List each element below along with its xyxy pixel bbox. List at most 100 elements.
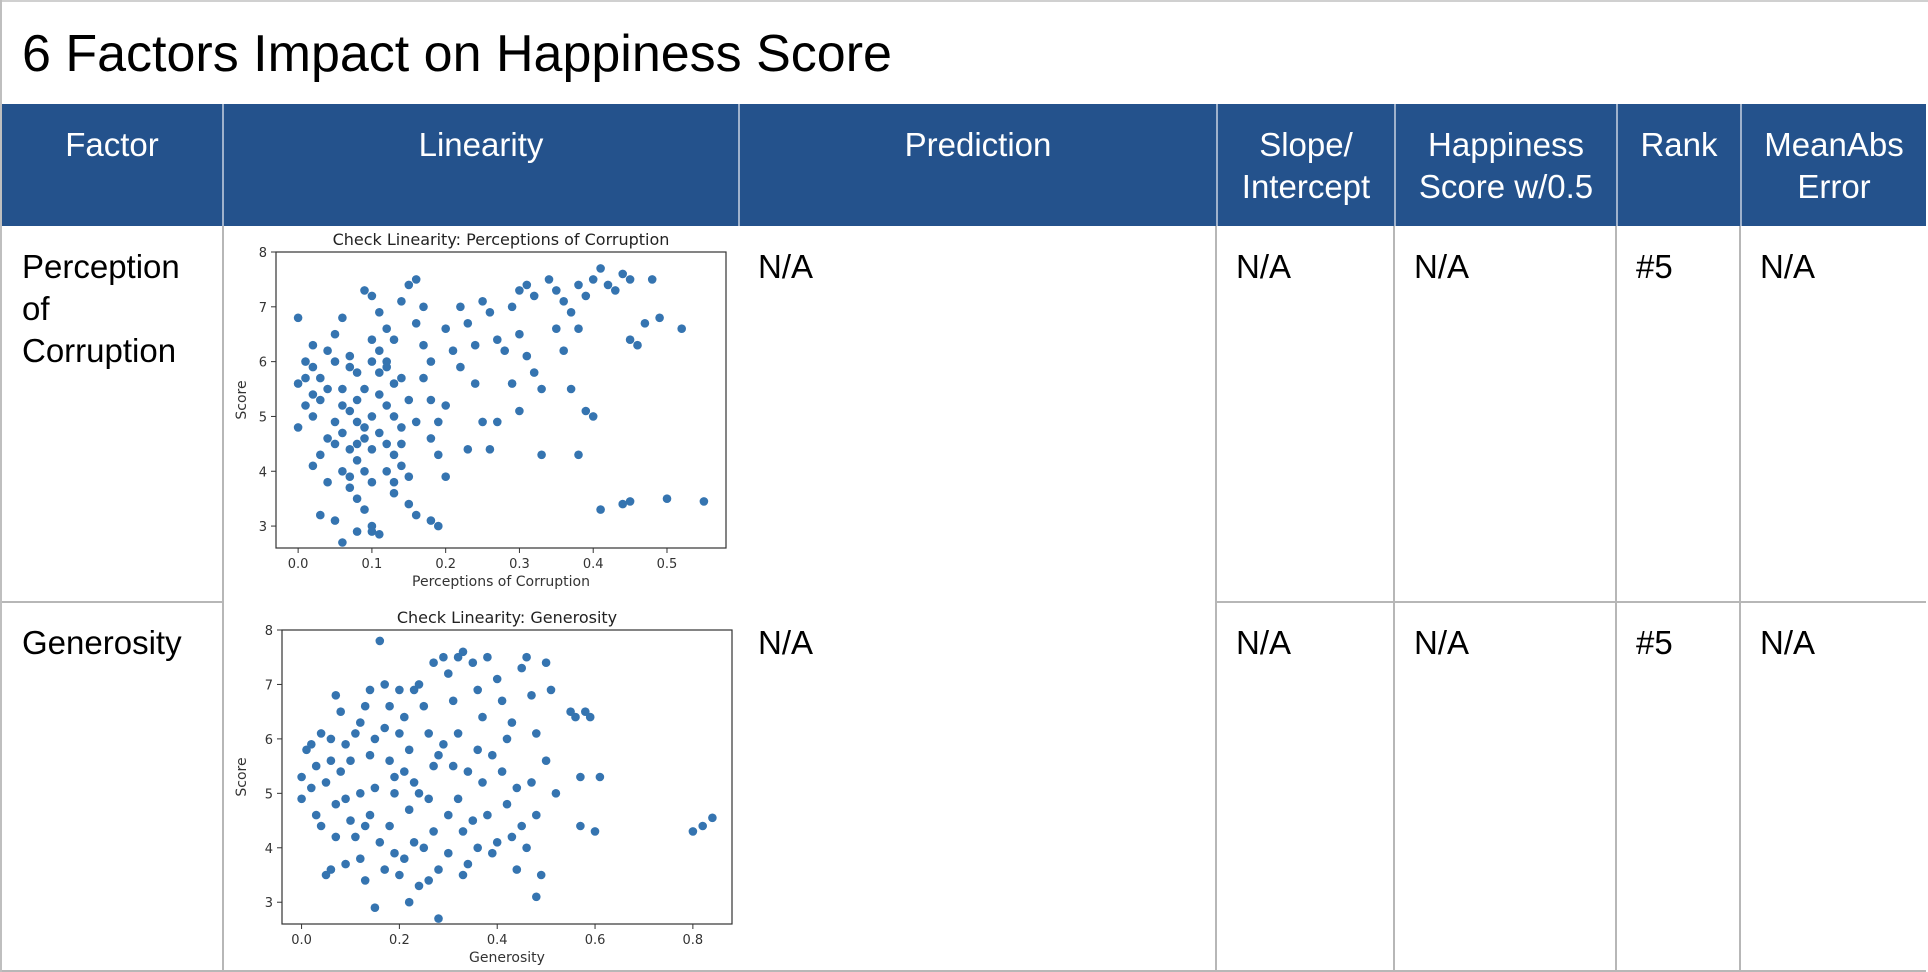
scatter-point bbox=[473, 745, 482, 755]
grid-line bbox=[1739, 226, 1741, 972]
header-mae-line2: Error bbox=[1797, 168, 1871, 205]
scatter-point bbox=[429, 827, 438, 836]
scatter-point bbox=[308, 390, 318, 399]
scatter-point bbox=[532, 729, 541, 738]
scatter-point bbox=[473, 685, 482, 695]
y-axis-label: Score bbox=[234, 757, 250, 796]
scatter-point bbox=[380, 680, 389, 689]
row2-linearity-chart: Check Linearity: Generosity 0.0 0.2 0.4 0.6 0… bbox=[232, 602, 738, 970]
scatter-point bbox=[424, 794, 433, 804]
header-prediction: Prediction bbox=[738, 104, 1216, 226]
scatter-point bbox=[463, 859, 473, 869]
scatter-point bbox=[492, 674, 502, 684]
scatter-point bbox=[698, 821, 707, 831]
scatter-point bbox=[397, 297, 406, 306]
scatter-point bbox=[478, 417, 487, 427]
scatter-point bbox=[444, 848, 453, 858]
x-tick-label: 0.2 bbox=[389, 933, 410, 948]
scatter-point bbox=[536, 870, 546, 880]
header-rank: Rank bbox=[1616, 104, 1740, 226]
scatter-point bbox=[419, 340, 428, 350]
generosity-scatter-plot: Check Linearity: Generosity 0.0 0.2 0.4 0.6 0… bbox=[234, 608, 733, 966]
scatter-point bbox=[468, 816, 478, 825]
scatter-point bbox=[375, 530, 384, 539]
scatter-point bbox=[382, 401, 391, 410]
scatter-point bbox=[397, 439, 406, 449]
scatter-point bbox=[537, 384, 546, 394]
scatter-point bbox=[463, 319, 473, 328]
scatter-point bbox=[352, 417, 362, 427]
x-tick-label: 0.1 bbox=[362, 557, 383, 572]
scatter-point bbox=[478, 297, 487, 306]
row1-slope-intercept: N/A bbox=[1236, 248, 1292, 285]
scatter-point bbox=[389, 450, 399, 460]
y-tick-label: 8 bbox=[265, 624, 273, 639]
scatter-point bbox=[356, 854, 365, 863]
scatter-point bbox=[331, 832, 341, 842]
scatter-point bbox=[316, 450, 325, 460]
scatter-point bbox=[576, 821, 585, 831]
scatter-point bbox=[611, 286, 620, 295]
scatter-point bbox=[382, 467, 391, 476]
scatter-point bbox=[389, 379, 399, 388]
scatter-point bbox=[360, 423, 369, 432]
scatter-point bbox=[512, 783, 522, 793]
scatter-point bbox=[367, 291, 377, 301]
scatter-point bbox=[463, 445, 473, 454]
scatter-point bbox=[522, 843, 531, 853]
slide-top-border bbox=[0, 0, 1928, 2]
scatter-point bbox=[338, 428, 347, 438]
scatter-point bbox=[330, 329, 340, 339]
scatter-point bbox=[419, 302, 428, 312]
chart-title: Check Linearity: Perceptions of Corrupti… bbox=[333, 230, 670, 249]
scatter-point bbox=[497, 696, 507, 706]
scatter-point bbox=[365, 750, 375, 760]
scatter-point bbox=[441, 472, 450, 481]
x-tick-label: 0.0 bbox=[291, 933, 312, 948]
scatter-point bbox=[411, 319, 421, 328]
scatter-point bbox=[395, 870, 404, 880]
scatter-point bbox=[485, 308, 495, 317]
scatter-point bbox=[400, 854, 409, 863]
scatter-point bbox=[360, 876, 370, 885]
scatter-point bbox=[596, 264, 605, 273]
scatter-point bbox=[590, 827, 600, 836]
plot-frame bbox=[281, 629, 733, 925]
scatter-point bbox=[566, 384, 576, 394]
scatter-point bbox=[527, 778, 536, 787]
header-linearity-label: Linearity bbox=[418, 126, 544, 163]
y-tick-label: 6 bbox=[265, 733, 273, 748]
scatter-point bbox=[330, 357, 340, 366]
scatter-point bbox=[293, 313, 303, 323]
y-tick-label: 7 bbox=[265, 678, 273, 693]
scatter-point bbox=[574, 324, 583, 333]
scatter-point bbox=[404, 499, 414, 509]
scatter-point bbox=[688, 827, 698, 836]
scatter-point bbox=[588, 275, 598, 284]
scatter-point bbox=[307, 783, 316, 793]
scatter-point bbox=[483, 810, 492, 820]
scatter-point bbox=[581, 406, 591, 416]
scatter-point bbox=[404, 745, 414, 755]
scatter-point bbox=[326, 734, 336, 744]
x-tick-label: 0.2 bbox=[435, 557, 456, 572]
scatter-point bbox=[441, 324, 450, 333]
scatter-point bbox=[517, 821, 526, 831]
scatter-point bbox=[541, 658, 551, 667]
scatter-point bbox=[311, 810, 321, 820]
scatter-point bbox=[434, 417, 443, 427]
scatter-point bbox=[382, 324, 391, 333]
scatter-point bbox=[429, 761, 438, 771]
scatter-point bbox=[360, 434, 369, 443]
scatter-point bbox=[380, 723, 389, 733]
scatter-point bbox=[352, 456, 362, 465]
scatter-point bbox=[389, 477, 399, 487]
scatter-point bbox=[507, 379, 517, 388]
scatter-point bbox=[301, 357, 310, 366]
scatter-point bbox=[424, 876, 433, 885]
scatter-point bbox=[301, 373, 310, 383]
scatter-point bbox=[507, 718, 517, 727]
scatter-point bbox=[552, 286, 561, 295]
scatter-point bbox=[532, 810, 541, 820]
